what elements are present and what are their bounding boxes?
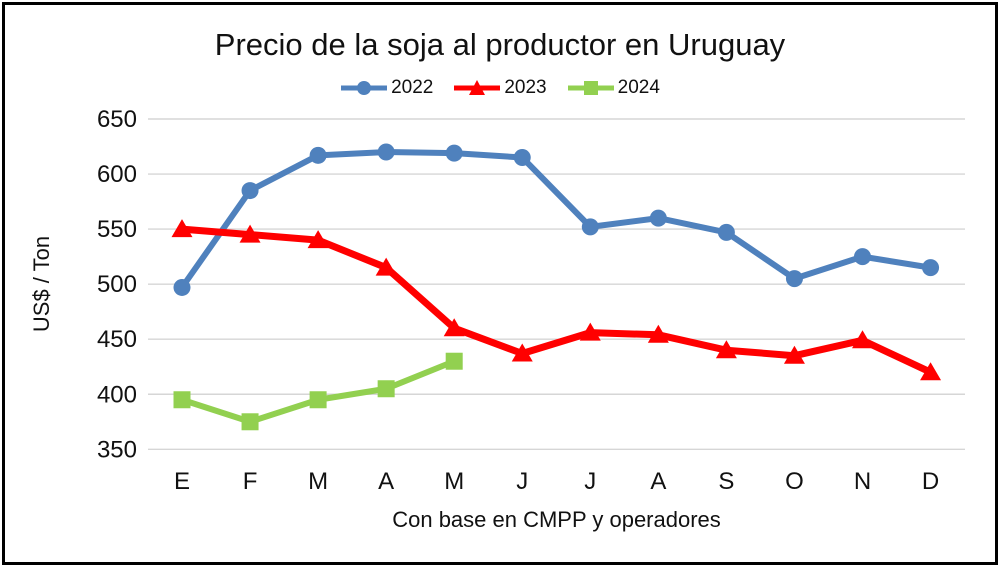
x-tick-label: O xyxy=(785,468,804,495)
series-marker-2023 xyxy=(171,219,193,238)
series-marker-2023 xyxy=(920,362,942,381)
legend-marker-2024 xyxy=(567,81,614,95)
series-marker-2024 xyxy=(445,352,463,370)
series-marker-2022 xyxy=(513,149,531,167)
series-marker-2023 xyxy=(375,257,397,276)
series-marker-2023 xyxy=(579,322,601,341)
y-tick-label: 600 xyxy=(97,161,137,188)
series-marker-2022 xyxy=(649,209,667,227)
series-line-2023 xyxy=(178,225,935,376)
chart-legend: 2022 2023 2024 xyxy=(0,77,1000,99)
x-tick-label: N xyxy=(854,468,871,495)
x-tick-label: A xyxy=(650,468,666,495)
y-tick-label: 500 xyxy=(97,271,137,298)
series-marker-2022 xyxy=(785,270,803,288)
series-marker-2023 xyxy=(647,324,669,343)
series-marker-2023 xyxy=(783,345,805,364)
y-tick-label: 550 xyxy=(97,216,137,243)
series-marker-2023 xyxy=(852,330,873,349)
x-tick-label: S xyxy=(718,468,734,495)
legend-label-2022: 2022 xyxy=(391,77,434,98)
series-marker-2022 xyxy=(581,218,599,236)
series-marker-2022 xyxy=(309,146,327,164)
x-tick-label: D xyxy=(922,468,939,495)
series-marker-2022 xyxy=(241,182,259,200)
y-tick-label: 400 xyxy=(97,381,137,408)
series-marker-2022 xyxy=(854,248,871,266)
y-tick-label: 450 xyxy=(97,326,137,353)
series-marker-2023 xyxy=(511,343,533,362)
series-marker-2024 xyxy=(377,380,395,398)
legend-item-2024: 2024 xyxy=(567,77,660,99)
series-marker-2022 xyxy=(445,144,463,162)
series-marker-2023 xyxy=(239,224,261,243)
series-marker-2022 xyxy=(922,259,940,277)
y-tick-label: 650 xyxy=(97,106,137,133)
x-tick-label: E xyxy=(174,468,190,495)
series-marker-2024 xyxy=(241,413,259,431)
legend-label-2023: 2023 xyxy=(504,77,547,98)
series-line-2022 xyxy=(179,149,934,291)
series-marker-2022 xyxy=(173,278,191,296)
legend-item-2023: 2023 xyxy=(453,77,547,99)
series-marker-2023 xyxy=(443,318,465,337)
x-tick-label: M xyxy=(308,468,328,495)
series-marker-2022 xyxy=(377,143,395,161)
chart-title: Precio de la soja al productor en Urugua… xyxy=(214,27,786,62)
legend-marker-2022 xyxy=(341,81,388,95)
x-axis-caption: Con base en CMPP y operadores xyxy=(392,507,721,532)
x-tick-label: A xyxy=(378,468,394,495)
x-tick-label: M xyxy=(444,468,464,495)
series-marker-2023 xyxy=(307,230,329,249)
x-tick-label: F xyxy=(243,468,258,495)
series-marker-2024 xyxy=(173,391,191,409)
x-tick-label: J xyxy=(584,468,596,495)
legend-marker-2023 xyxy=(454,80,501,95)
series-marker-2022 xyxy=(717,223,735,241)
legend-item-2022: 2022 xyxy=(340,77,433,99)
series-marker-2024 xyxy=(309,391,327,409)
y-tick-label: 350 xyxy=(97,436,137,463)
legend-label-2024: 2024 xyxy=(617,77,660,98)
x-tick-label: J xyxy=(516,468,528,495)
series-marker-2023 xyxy=(715,340,737,359)
